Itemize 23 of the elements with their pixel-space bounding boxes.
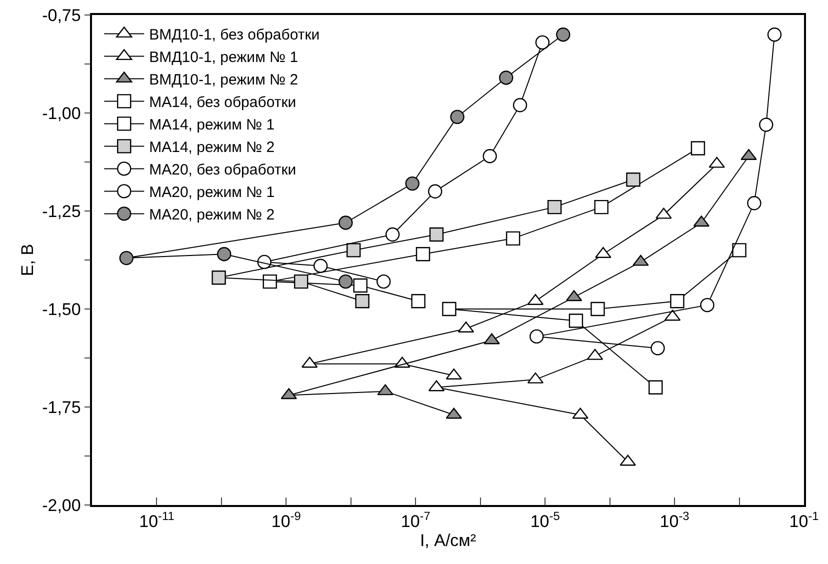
legend-label: ВМД10-1, без обработки (149, 26, 320, 44)
y-tick-label: -1,50 (42, 300, 81, 319)
y-tick-label: -0,75 (42, 6, 81, 25)
x-tick-label: 10$^{-7}$ (400, 509, 431, 532)
legend-label: МА20, режим № 2 (149, 206, 275, 224)
x-tick-label: 10$^{-9}$ (271, 509, 302, 532)
y-tick-label: -2,00 (42, 496, 81, 515)
legend-label: МА20, режим № 1 (149, 184, 275, 202)
legend-label: МА20, без обработки (149, 162, 296, 179)
x-axis-title: I, А/см² (420, 531, 476, 550)
y-axis-title: E, В (18, 244, 38, 276)
legend-label: ВМД10-1, режим № 2 (149, 72, 298, 89)
legend-label: МА14, без обработки (149, 94, 296, 112)
y-tick-label: -1,00 (42, 104, 81, 123)
legend-label: МА14, режим № 1 (149, 116, 275, 134)
x-tick-label: 10$^{-5}$ (530, 509, 560, 532)
y-tick-label: -1,25 (42, 202, 81, 221)
x-tick-label: 10$^{-11}$ (139, 509, 175, 532)
legend-label: ВМД10-1, режим № 1 (149, 49, 298, 66)
x-tick-label: 10$^{-1}$ (789, 509, 820, 532)
x-tick-label: 10$^{-3}$ (660, 509, 690, 532)
y-tick-label: -1,75 (42, 398, 81, 417)
legend-label: МА14, режим № 2 (149, 139, 275, 156)
